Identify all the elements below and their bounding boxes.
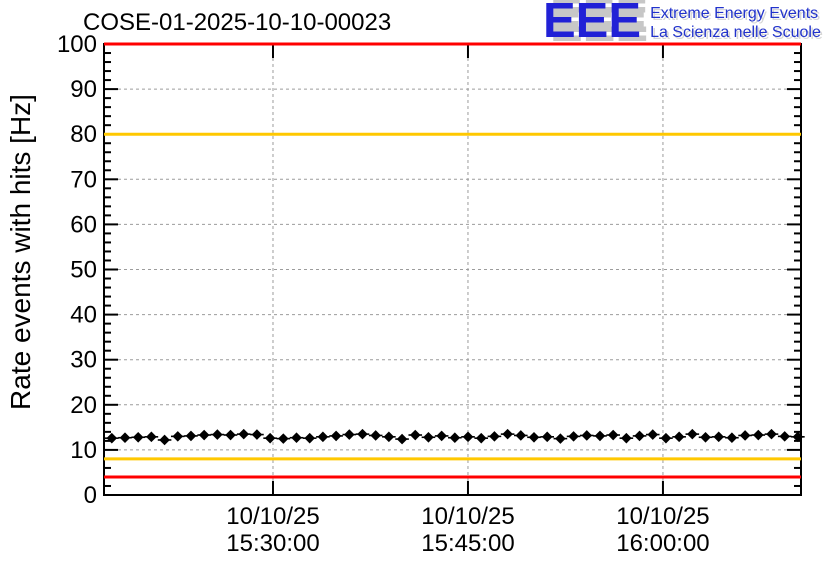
data-point (132, 431, 144, 443)
data-point (489, 431, 500, 442)
eee-logo-text: Extreme Energy Events La Scienza nelle S… (650, 4, 821, 42)
y-tick-label: 70 (70, 166, 97, 193)
data-point (594, 430, 606, 442)
data-point (634, 430, 645, 442)
y-tick-label: 0 (84, 482, 97, 509)
eee-logo-acronym: EEE (543, 0, 642, 48)
y-tick-label: 30 (70, 347, 97, 374)
data-point (370, 430, 381, 441)
data-point (278, 433, 289, 444)
data-point (185, 430, 197, 442)
data-point (146, 431, 157, 443)
data-point (225, 429, 236, 441)
data-point (766, 428, 777, 440)
data-point (673, 431, 685, 443)
threshold-lines (104, 42, 801, 479)
data-point (251, 429, 263, 440)
eee-logo-line1: Extreme Energy Events (650, 5, 819, 22)
data-point (568, 431, 579, 442)
x-tick-date: 10/10/25 (421, 503, 514, 530)
data-point (198, 429, 210, 441)
data-point (660, 432, 672, 444)
data-point (555, 433, 566, 444)
data-point (264, 432, 276, 444)
y-tick-labels: 0 10 20 30 40 50 60 70 80 90 100 (57, 31, 97, 509)
y-axis-title: Rate events with hits [Hz] (5, 94, 36, 410)
data-point (172, 431, 184, 442)
data-point (621, 432, 632, 444)
data-point (462, 431, 474, 443)
x-tick-date: 10/10/25 (616, 503, 709, 530)
data-point (726, 432, 738, 444)
data-point (238, 428, 250, 440)
y-tick-label: 20 (70, 392, 97, 419)
y-tick-label: 10 (70, 437, 97, 464)
data-point (607, 429, 619, 441)
data-point (528, 431, 540, 443)
x-tick-time: 15:30:00 (226, 530, 319, 557)
data-point (396, 433, 408, 445)
x-tick-time: 16:00:00 (616, 530, 709, 557)
x-tick-labels: 10/10/2515:30:0010/10/2515:45:0010/10/25… (226, 503, 709, 557)
data-point (291, 432, 302, 444)
data-point (409, 429, 421, 441)
y-tick-label: 90 (70, 76, 97, 103)
data-point (700, 431, 711, 443)
data-point (330, 430, 342, 442)
data-point (475, 432, 487, 444)
data-point (739, 430, 751, 441)
data-point (357, 428, 368, 440)
y-tick-label: 80 (70, 121, 97, 148)
data-point (343, 429, 355, 440)
eee-logo: EEE Extreme Energy Events La Scienza nel… (543, 0, 821, 48)
data-point (713, 431, 725, 443)
data-point (212, 429, 223, 440)
data-point (383, 431, 395, 443)
y-tick-label: 100 (57, 31, 97, 58)
data-point (502, 428, 513, 440)
x-tick-date: 10/10/25 (226, 503, 319, 530)
data-point (752, 429, 764, 441)
y-tick-label: 50 (70, 257, 97, 284)
gridlines (106, 46, 799, 493)
data-point (436, 430, 447, 442)
data-point (159, 434, 170, 446)
data-point (515, 430, 527, 441)
data-point (304, 432, 316, 444)
data-point (647, 429, 659, 440)
y-tick-label: 60 (70, 211, 97, 238)
data-point (317, 431, 329, 443)
data-point (687, 428, 698, 440)
data-point (581, 430, 593, 441)
data-point (423, 431, 434, 443)
data-point (792, 431, 804, 443)
y-tick-label: 40 (70, 302, 97, 329)
eee-logo-line2: La Scienza nelle Scuole (650, 24, 821, 41)
data-point (119, 432, 131, 444)
data-point (779, 431, 790, 442)
data-point (106, 432, 118, 444)
series-rate-events-with-hits (104, 428, 805, 446)
x-tick-time: 15:45:00 (421, 530, 514, 557)
data-point (541, 431, 553, 443)
page-title: COSE-01-2025-10-10-00023 (83, 9, 392, 36)
axis-ticks (104, 43, 801, 496)
data-point (449, 432, 461, 444)
